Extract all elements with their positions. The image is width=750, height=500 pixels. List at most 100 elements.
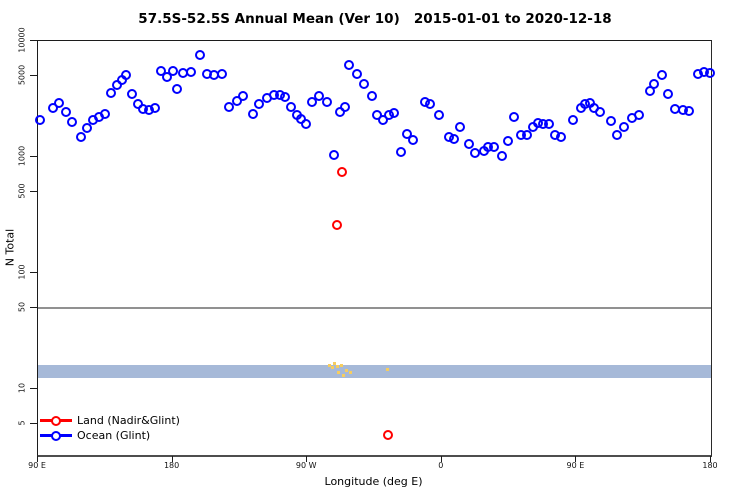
ocean-point (568, 115, 579, 126)
ocean-point (82, 122, 93, 133)
y-tick (30, 306, 37, 308)
ocean-point (662, 88, 673, 99)
ocean-point (314, 91, 325, 102)
y-tick (30, 272, 37, 273)
ocean-point (396, 147, 407, 158)
ocean-point (454, 121, 465, 132)
y-tick-label: 10000 (17, 27, 27, 53)
ocean-point (344, 60, 355, 71)
y-tick-label: 5000 (17, 64, 27, 86)
y-tick-label: 500 (17, 183, 27, 199)
reference-line (38, 306, 711, 309)
x-tick-label: 90 E (566, 461, 585, 470)
ocean-legend-marker (40, 430, 72, 441)
ocean-point (34, 114, 45, 125)
x-tick (575, 456, 577, 462)
y-tick (30, 74, 37, 76)
ocean-point (216, 69, 227, 80)
ocean-point (366, 90, 377, 101)
ocean-point (194, 50, 205, 61)
y-axis-title: N Total (3, 228, 17, 267)
x-tick (440, 456, 442, 462)
x-tick (710, 456, 711, 462)
x-tick (306, 456, 308, 462)
yellow-speck (328, 363, 332, 367)
ocean-point (704, 67, 715, 78)
ocean-point (306, 97, 317, 108)
land-point (332, 220, 343, 231)
y-tick (30, 40, 37, 41)
yellow-speck (344, 368, 348, 372)
x-tick-label: 0 (438, 461, 444, 470)
ocean-point (544, 119, 555, 130)
ocean-point (408, 135, 419, 146)
chart-title: 57.5S-52.5S Annual Mean (Ver 10) 2015-01… (138, 11, 612, 27)
x-tick-label: 90 W (295, 461, 317, 470)
x-tick-label: 180 (702, 461, 718, 470)
yellow-speck (349, 371, 353, 375)
land-legend-marker (40, 415, 72, 426)
ocean-point (321, 96, 332, 107)
y-tick-label: 100 (17, 264, 27, 280)
land-point (336, 167, 347, 178)
yellow-speck (340, 364, 344, 368)
plot-area (34, 40, 715, 457)
ocean-point (167, 65, 178, 76)
ocean-point (611, 129, 622, 140)
y-tick-label: 5 (17, 420, 27, 426)
y-tick (30, 422, 37, 424)
ocean-point (649, 78, 660, 89)
ocean-point (67, 116, 78, 127)
ocean-point (285, 102, 296, 113)
ocean-point (279, 92, 290, 103)
ocean-point (489, 141, 500, 152)
highlight-band (38, 365, 711, 379)
legend-label-ocean: Ocean (Glint) (77, 429, 151, 442)
x-tick (37, 456, 38, 462)
legend: Land (Nadir&Glint) Ocean (Glint) (40, 413, 180, 443)
ocean-point (448, 134, 459, 145)
ocean-point (595, 106, 606, 117)
ocean-point (172, 83, 183, 94)
ocean-point (248, 109, 259, 120)
ocean-point (605, 116, 616, 127)
ocean-point (502, 136, 513, 147)
ocean-point (496, 151, 507, 162)
ocean-point (149, 103, 160, 114)
ocean-point (53, 97, 64, 108)
ocean-point (300, 118, 311, 129)
x-tick-label: 90 E (28, 461, 46, 470)
ocean-point (231, 95, 242, 106)
yellow-speck (332, 362, 336, 366)
ocean-point (522, 130, 533, 141)
ocean-point (224, 101, 235, 112)
legend-label-land: Land (Nadir&Glint) (77, 414, 180, 427)
yellow-speck (331, 366, 335, 370)
ocean-point (254, 98, 265, 109)
yellow-speck (337, 370, 341, 374)
ocean-point (339, 101, 350, 112)
land-point (382, 430, 393, 441)
legend-item-land: Land (Nadir&Glint) (40, 413, 180, 428)
y-tick (30, 156, 37, 157)
ocean-point (683, 105, 694, 116)
ocean-point (433, 110, 444, 121)
y-tick-label: 10 (17, 382, 27, 394)
ocean-point (61, 106, 72, 117)
ocean-point (619, 121, 630, 132)
yellow-speck (335, 365, 339, 369)
ocean-point (424, 99, 435, 110)
ocean-point (100, 108, 111, 119)
x-tick (171, 456, 173, 462)
ocean-point (106, 87, 117, 98)
y-tick (30, 190, 37, 192)
ocean-point (237, 90, 248, 101)
x-tick-label: 180 (163, 461, 180, 470)
y-tick (30, 388, 37, 389)
ocean-point (463, 139, 474, 150)
yellow-speck (386, 368, 390, 372)
ocean-point (76, 131, 87, 142)
legend-item-ocean: Ocean (Glint) (40, 428, 180, 443)
ocean-point (155, 66, 166, 77)
